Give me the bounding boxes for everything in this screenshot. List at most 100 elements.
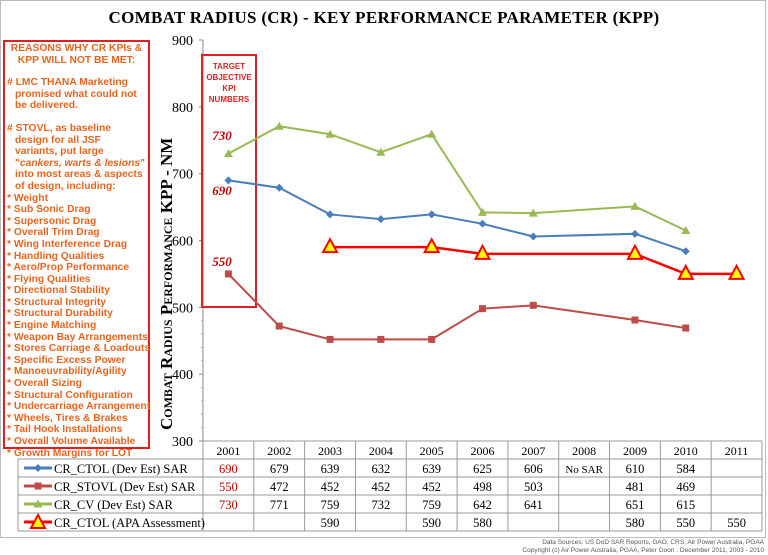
reason-item: * Structural Durability [7,308,113,320]
table-cell: 550 [676,516,695,530]
table-cell: 469 [676,480,695,494]
reason-item: * Sub Sonic Drag [7,204,91,216]
y-tick-label: 400 [172,368,193,383]
data-point-diamond [529,232,538,241]
table-cell: 679 [270,462,289,476]
table-cell: 651 [626,498,645,512]
y-tick-label: 500 [172,301,193,316]
reason-item: * Overall Trim Drag [7,227,100,239]
reason-item: * Tail Hook Installations [7,424,123,436]
table-cell: 759 [422,498,441,512]
table-cell: 590 [321,516,340,530]
data-point-diamond [630,229,639,238]
x-tick-label: 2002 [267,444,291,458]
data-point-triangle [727,263,746,280]
data-point-diamond [681,247,690,256]
reason-item: * Manoeuvrability/Agility [7,366,127,378]
data-point-square [275,322,283,330]
reason-item: * Handling Qualities [7,250,105,262]
table-cell: 503 [524,480,543,494]
table-cell: 452 [321,480,340,494]
target-box-label: KPI [222,84,235,93]
legend-label: CR_CV (Dev Est) SAR [54,498,174,512]
data-point-triangle [274,121,284,130]
reason-item: * Overall Sizing [7,378,82,390]
footer-copyright: Copyright (c) Air Power Australia, PGAA,… [522,547,764,554]
x-tick-label: 2010 [674,444,698,458]
x-tick-label: 2009 [623,444,647,458]
reasons-para2-a: # STOVL, as baseline design for all JSF … [7,122,111,169]
table-cell: 580 [626,516,645,530]
data-point-square [682,324,690,332]
series-0 [224,176,690,256]
data-point-triangle [325,129,335,138]
x-tick-label: 2001 [216,444,240,458]
reason-item: * Stores Carriage & Loadouts [7,343,151,355]
data-point-triangle [626,243,644,260]
data-point-square [479,305,486,313]
series-line [228,179,687,253]
series-line [330,245,737,276]
y-tick-label: 600 [172,235,193,250]
table-cell: 606 [524,462,543,476]
y-tick-label: 900 [172,34,193,49]
x-tick-label: 2004 [369,444,393,458]
data-point-square [377,335,385,343]
data-point-square [529,301,537,309]
reason-item: * Aero/Prop Performance [7,262,130,274]
table-cell: 632 [371,462,390,476]
data-point-triangle [528,208,538,217]
table-cell: 452 [371,480,390,494]
series-3 [321,237,746,280]
series-2 [223,121,691,234]
y-tick-label: 700 [172,168,193,183]
target-box-label: TARGET [213,62,245,71]
table-cell: 639 [422,462,441,476]
reason-item: * Directional Stability [7,285,110,297]
reasons-para2: # STOVL, as baseline design for all JSF … [7,123,146,193]
data-point-diamond [224,176,233,185]
table-cell: 730 [219,498,238,512]
table-cell: 690 [219,462,238,476]
table-cell: 759 [321,498,340,512]
reason-item: * Wheels, Tires & Brakes [7,412,128,424]
target-box-label: NUMBERS [209,95,250,104]
table-cell: 452 [422,480,441,494]
series-line [227,273,686,341]
data-point-square [326,335,334,343]
target-box-label: OBJECTIVE [206,73,252,82]
data-point-triangle [630,201,640,210]
reasons-para2-b: cankers, warts & lesions [19,157,141,169]
reasons-para2-c: " into most areas & aspects of design, i… [15,157,145,192]
table-cell: 615 [676,498,695,512]
table-cell: 771 [270,498,289,512]
reason-item: * Weapon Bay Arrangements [7,331,148,343]
x-tick-label: 2011 [725,444,749,458]
table-cell: 584 [676,462,696,476]
data-point-square [224,270,232,278]
table-cell: 732 [371,498,390,512]
target-value-label: 730 [212,128,232,143]
y-tick-label: 800 [172,101,193,116]
table-cell: 590 [422,516,441,530]
data-point-triangle [423,237,441,254]
table-cell: 550 [727,516,746,530]
data-point-triangle [677,263,695,280]
legend-label: CR_CTOL (Dev Est) SAR [54,462,188,476]
table-cell: 610 [626,462,645,476]
target-value-label: 690 [212,183,232,198]
series-1 [224,270,690,343]
data-point-triangle [427,129,437,138]
reason-item: * Growth Margins for LOT [7,447,133,459]
reason-item: * Structural Integrity [7,296,106,308]
table-cell: 472 [270,480,289,494]
legend-row: CR_CV (Dev Est) SAR [24,498,174,512]
data-point-triangle [376,147,386,156]
table-cell: 639 [321,462,340,476]
legend-row: CR_CTOL (APA Assessment) [24,512,205,530]
reason-item: * Wing Interference Drag [7,238,128,250]
reason-item: * Structural Configuration [7,389,133,401]
data-point-diamond [275,183,284,192]
chart-frame [0,0,766,538]
